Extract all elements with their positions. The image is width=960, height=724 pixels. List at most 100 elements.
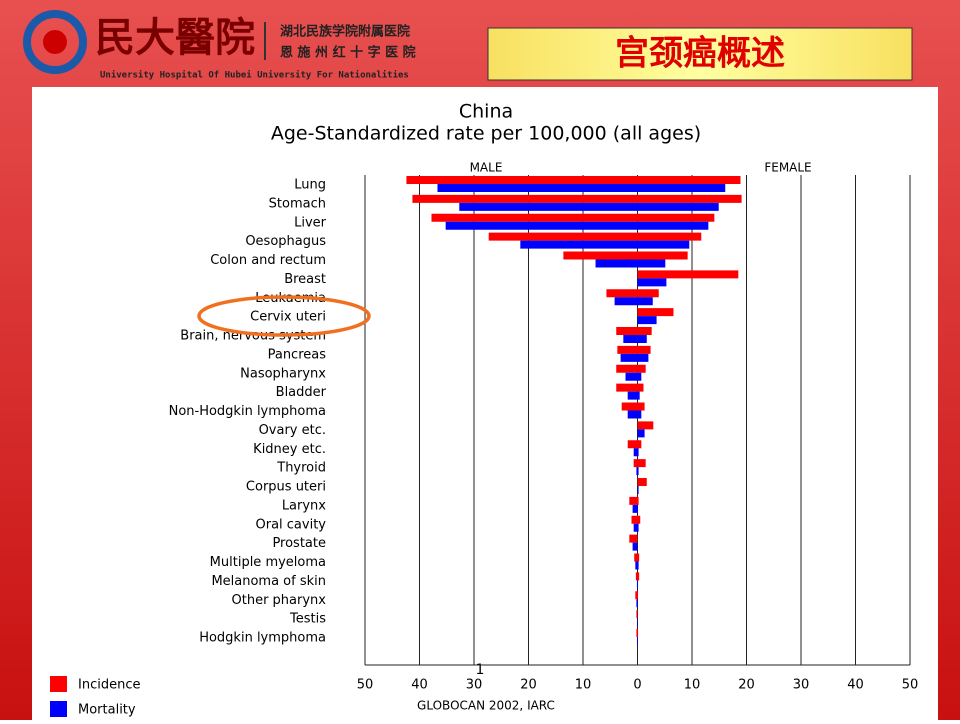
x-tick-label: 0 [633, 678, 641, 693]
legend-swatch [50, 701, 67, 717]
category-label: Breast [284, 272, 326, 287]
bar [638, 629, 639, 637]
bar [638, 440, 642, 448]
bar [617, 346, 637, 354]
category-label: Pancreas [268, 347, 327, 362]
category-label: Prostate [272, 536, 326, 551]
category-label: Nasopharynx [240, 366, 326, 381]
x-tick-label: 40 [411, 678, 428, 693]
logo-mark [43, 30, 67, 54]
category-label: Bladder [276, 385, 327, 400]
hospital-name: 湖北民族学院附属医院 [280, 24, 410, 40]
bar [636, 629, 637, 637]
category-label: Thyroid [276, 461, 326, 476]
category-label: Testis [289, 612, 326, 627]
bar [638, 222, 709, 230]
category-label: Multiple myeloma [210, 555, 326, 570]
bar [638, 252, 688, 260]
x-tick-label: 50 [902, 678, 919, 693]
bar [635, 562, 637, 570]
bar [621, 354, 638, 362]
category-label: Melanoma of skin [211, 574, 326, 589]
x-tick-label: 50 [357, 678, 374, 693]
bar [638, 346, 651, 354]
bar [623, 335, 637, 343]
category-label: Oesophagus [245, 234, 326, 249]
bar [636, 467, 637, 475]
bar [638, 486, 639, 494]
bar [638, 233, 702, 241]
bar [638, 297, 653, 305]
bar [606, 289, 637, 297]
bar [632, 516, 638, 524]
bar [638, 429, 645, 437]
bar [615, 297, 638, 305]
source: GLOBOCAN 2002, IARC [417, 699, 555, 713]
bar [636, 599, 637, 607]
bar [635, 591, 637, 599]
category-label: Non-Hodgkin lymphoma [169, 404, 326, 419]
bar [563, 252, 637, 260]
bar [629, 535, 637, 543]
bar [636, 610, 637, 618]
category-label: Lung [294, 178, 326, 193]
bar [638, 176, 741, 184]
category-label: Stomach [269, 196, 326, 211]
bar [622, 403, 638, 411]
bar [638, 241, 690, 249]
bar [628, 392, 638, 400]
x-tick-label: 30 [466, 678, 483, 693]
bar [616, 327, 637, 335]
bar [634, 448, 638, 456]
bar [633, 505, 638, 513]
bar [638, 184, 726, 192]
chart-title: China [459, 101, 513, 123]
slide-title: 宫颈癌概述 [615, 34, 785, 74]
x-tick-label: 20 [520, 678, 537, 693]
bar [638, 516, 641, 524]
bar [628, 440, 638, 448]
bar [638, 289, 659, 297]
legend-label: Mortality [78, 703, 136, 718]
x-tick-label: 10 [684, 678, 701, 693]
bar [638, 270, 739, 278]
bar [638, 392, 640, 400]
bar [638, 384, 644, 392]
bar [638, 421, 654, 429]
legend-swatch [50, 676, 67, 692]
side-label: MALE [470, 161, 503, 175]
bar [634, 554, 637, 562]
bar [637, 637, 638, 645]
bar [637, 618, 638, 626]
bar [431, 214, 637, 222]
bar [638, 459, 646, 467]
category-label: Oral cavity [256, 517, 327, 532]
category-label: Colon and rectum [210, 253, 326, 268]
x-tick-label: 20 [738, 678, 755, 693]
bar [638, 403, 645, 411]
bar [634, 524, 638, 532]
category-label: Kidney etc. [253, 442, 326, 457]
bar [626, 373, 638, 381]
bar [638, 195, 742, 203]
bar [636, 572, 638, 580]
x-tick-label: 30 [793, 678, 810, 693]
category-label: Ovary etc. [259, 423, 326, 438]
bar [520, 241, 637, 249]
bar [638, 411, 642, 419]
bar [638, 365, 646, 373]
category-label: Larynx [282, 498, 326, 513]
bar [489, 233, 638, 241]
bar [638, 316, 657, 324]
bar [638, 260, 666, 268]
bar [638, 373, 642, 381]
bar [638, 335, 647, 343]
bar [638, 524, 639, 532]
hospital-en: University Hospital Of Hubei University … [100, 70, 409, 81]
x-tick-label: 40 [847, 678, 864, 693]
bar [638, 467, 639, 475]
bar [446, 222, 638, 230]
bar [629, 497, 637, 505]
bar [634, 459, 638, 467]
